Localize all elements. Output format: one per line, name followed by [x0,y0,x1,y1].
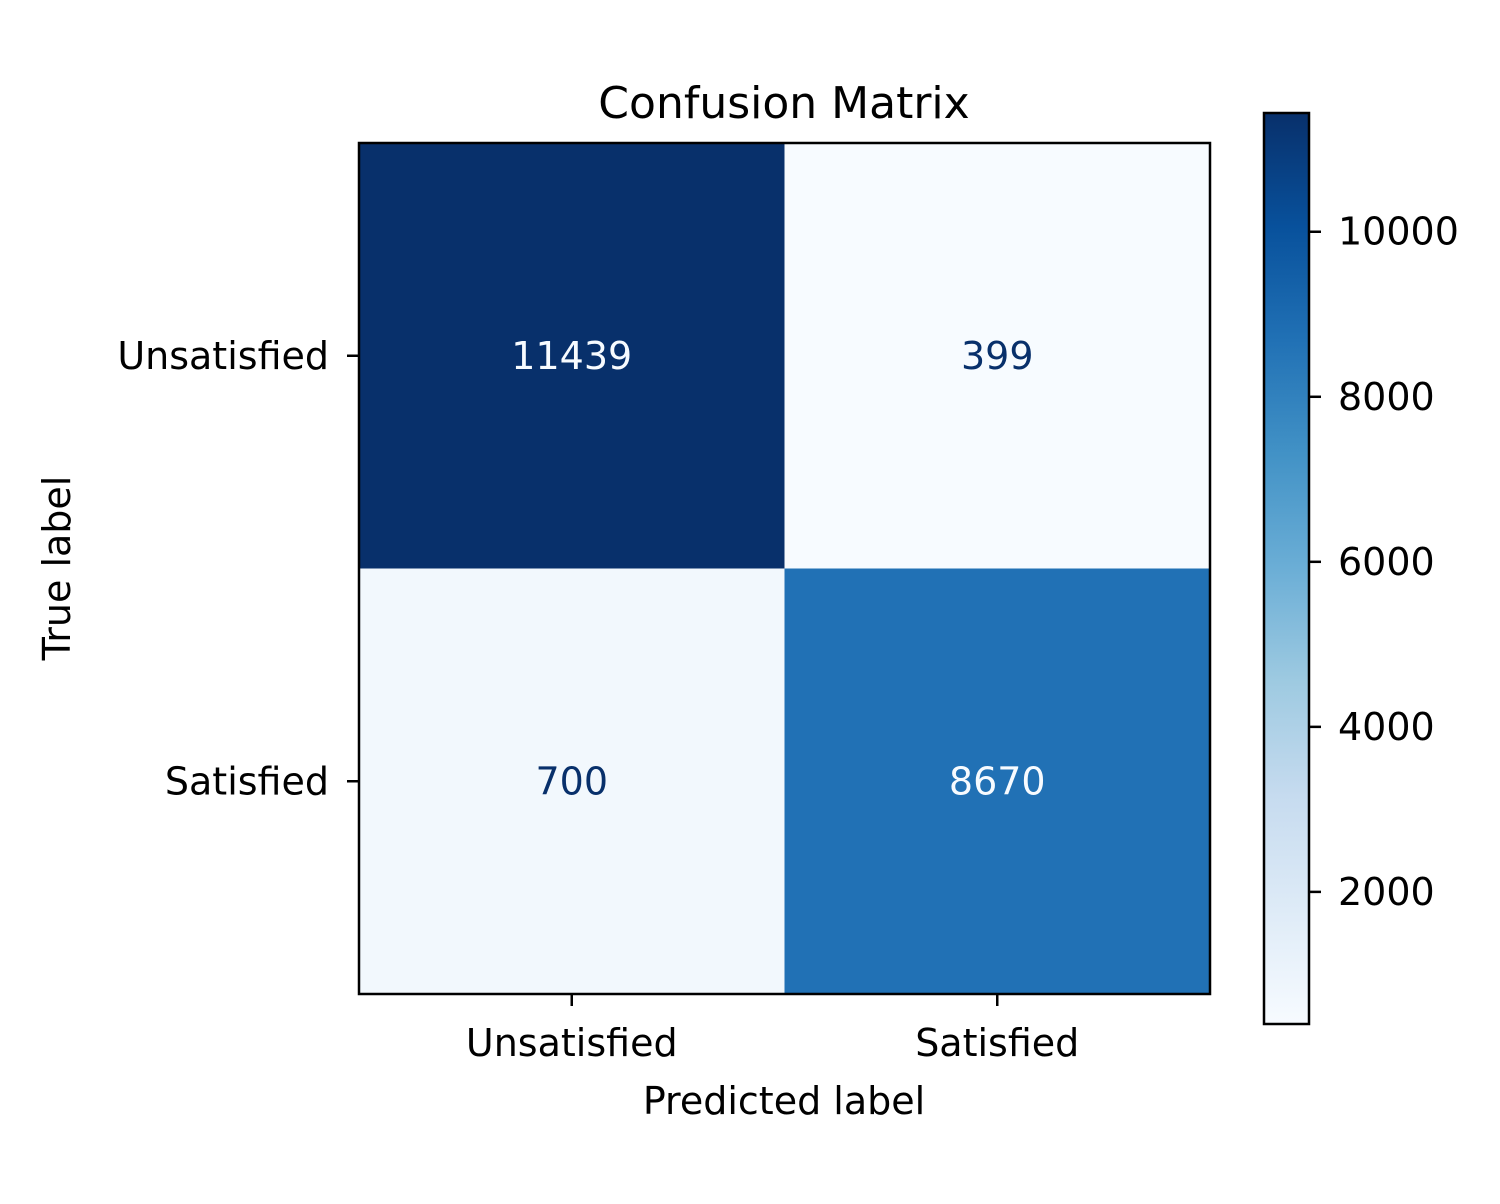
y-axis-label: True label [35,476,79,662]
chart-title: Confusion Matrix [598,78,969,129]
x-tick-label: Satisfied [915,1021,1079,1065]
colorbar-tick-label: 6000 [1338,540,1435,584]
heatmap-cell [359,143,785,569]
heatmap-cell [784,143,1210,569]
colorbar-ticks: 2000 4000 6000 8000 10000 [1309,210,1459,914]
heatmap-cells: 11439 399 700 8670 [359,143,1210,994]
x-axis-label: Predicted label [643,1079,925,1123]
plot-frame [357,141,1212,996]
x-axis-ticks: Unsatisfied Satisfied [466,994,1079,1065]
x-tick-label: Unsatisfied [466,1021,678,1065]
colorbar-tick-label: 2000 [1338,870,1435,914]
cell-value-label: 399 [961,334,1034,378]
colorbar-tick-label: 10000 [1338,210,1459,254]
colorbar [1262,111,1311,1026]
y-tick-label: Unsatisfied [117,334,329,378]
colorbar-tick-label: 8000 [1338,375,1435,419]
heatmap-cell [359,568,785,994]
heatmap-cell [784,568,1210,994]
y-tick-label: Satisfied [165,759,329,803]
cell-value-label: 8670 [949,759,1046,803]
colorbar-tick-label: 4000 [1338,705,1435,749]
y-axis-ticks: Unsatisfied Satisfied [117,334,359,803]
cell-value-label: 700 [535,759,608,803]
cell-value-label: 11439 [511,334,632,378]
